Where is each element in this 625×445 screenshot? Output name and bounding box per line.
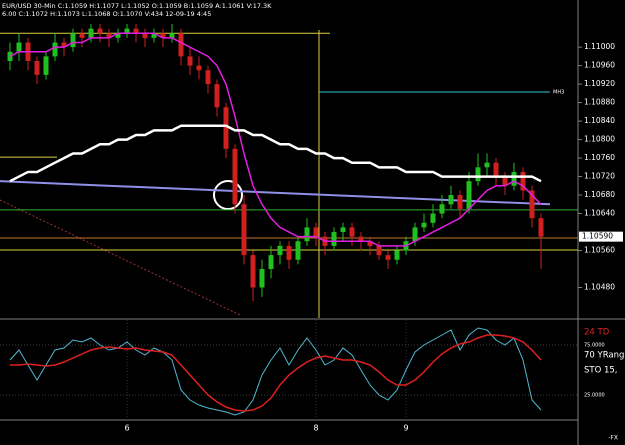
candle-body: [520, 171, 526, 191]
osc-label: STO 15,: [584, 366, 618, 376]
candle-body: [502, 176, 508, 186]
candle-body: [79, 33, 85, 38]
last-price-box: [579, 231, 623, 242]
osc-line: [10, 334, 542, 412]
candle-body: [349, 227, 355, 237]
candle-body: [475, 167, 481, 182]
candle-body: [142, 33, 148, 38]
candle-body: [295, 241, 301, 260]
moving-average: [9, 32, 542, 247]
candle-body: [511, 171, 517, 186]
candle-body: [466, 181, 472, 209]
x-tick-label: 9: [403, 424, 408, 433]
osc-tick-label: 25.0000: [584, 393, 605, 399]
candle-body: [178, 33, 184, 57]
x-tick-label: 6: [124, 424, 129, 433]
candle-body: [241, 204, 247, 256]
candle-body: [412, 227, 418, 242]
candle-body: [484, 162, 490, 168]
candle-body: [232, 148, 238, 205]
candle-body: [268, 255, 274, 270]
osc-line: [9, 327, 542, 416]
candle-body: [340, 227, 346, 233]
y-tick-label: 1.10760: [584, 153, 615, 162]
candle-body: [160, 33, 166, 38]
candle-body: [124, 28, 130, 34]
candle-body: [538, 218, 544, 237]
footer: -FX: [608, 435, 618, 442]
y-tick-label: 1.10800: [584, 135, 615, 144]
y-tick-label: 1.11000: [584, 42, 615, 51]
candle-body: [448, 195, 454, 205]
candle-body: [34, 61, 40, 75]
candle-body: [52, 42, 58, 57]
candle-body: [430, 213, 436, 223]
candle-body: [313, 227, 319, 237]
y-tick-label: 1.10560: [584, 246, 615, 255]
osc-tick-label: 75.0000: [584, 343, 605, 349]
y-tick-label: 1.10720: [584, 172, 615, 181]
candle-body: [133, 28, 139, 34]
header-line: 6.00 C:1.1072 H:1.1073 L:1.1068 O:1.1070…: [2, 10, 211, 18]
candle-body: [394, 250, 400, 260]
candle-body: [88, 28, 94, 38]
candle-body: [331, 232, 337, 246]
diagonal-line: [0, 199, 241, 316]
candle-body: [376, 245, 382, 256]
candle-body: [367, 241, 373, 246]
candle-body: [214, 84, 220, 108]
candle-body: [385, 255, 391, 260]
last-price-label: 1.10590: [582, 232, 613, 241]
candle-body: [358, 236, 364, 242]
candle-body: [115, 33, 121, 38]
candle-body: [259, 269, 265, 288]
candle-body: [70, 33, 76, 48]
candle-body: [151, 33, 157, 38]
candle-body: [250, 255, 256, 288]
candle-body: [529, 190, 535, 219]
annotation-circle: [213, 180, 243, 210]
y-tick-label: 1.10960: [584, 61, 615, 70]
candle-body: [304, 227, 310, 242]
candle-body: [277, 245, 283, 256]
y-tick-label: 1.10480: [584, 282, 615, 291]
candle-body: [457, 195, 463, 209]
candle-body: [196, 65, 202, 71]
header-line: EUR/USD 30-Min C:1.1059 H:1.1077 L:1.105…: [2, 2, 272, 10]
candle-body: [97, 28, 103, 34]
candle-body: [43, 56, 49, 75]
x-tick-label: 8: [313, 424, 318, 433]
y-tick-label: 1.10680: [584, 190, 615, 199]
y-tick-label: 1.10640: [584, 209, 615, 218]
candle-body: [16, 42, 22, 52]
candle-body: [169, 33, 175, 38]
candle-body: [205, 70, 211, 85]
level-label: MH3: [553, 89, 564, 95]
candle-body: [223, 107, 229, 149]
candle-body: [61, 42, 67, 48]
candle-body: [421, 222, 427, 228]
candle-body: [493, 162, 499, 177]
y-tick-label: 1.10920: [584, 79, 615, 88]
candle-body: [439, 204, 445, 214]
osc-label: 70 YRang: [584, 351, 624, 361]
candle-body: [286, 245, 292, 260]
y-tick-label: 1.10840: [584, 116, 615, 125]
candle-body: [106, 33, 112, 38]
osc-label: 24 TD: [584, 328, 610, 338]
y-tick-label: 1.10880: [584, 98, 615, 107]
candle-body: [187, 56, 193, 66]
moving-average: [9, 124, 542, 183]
